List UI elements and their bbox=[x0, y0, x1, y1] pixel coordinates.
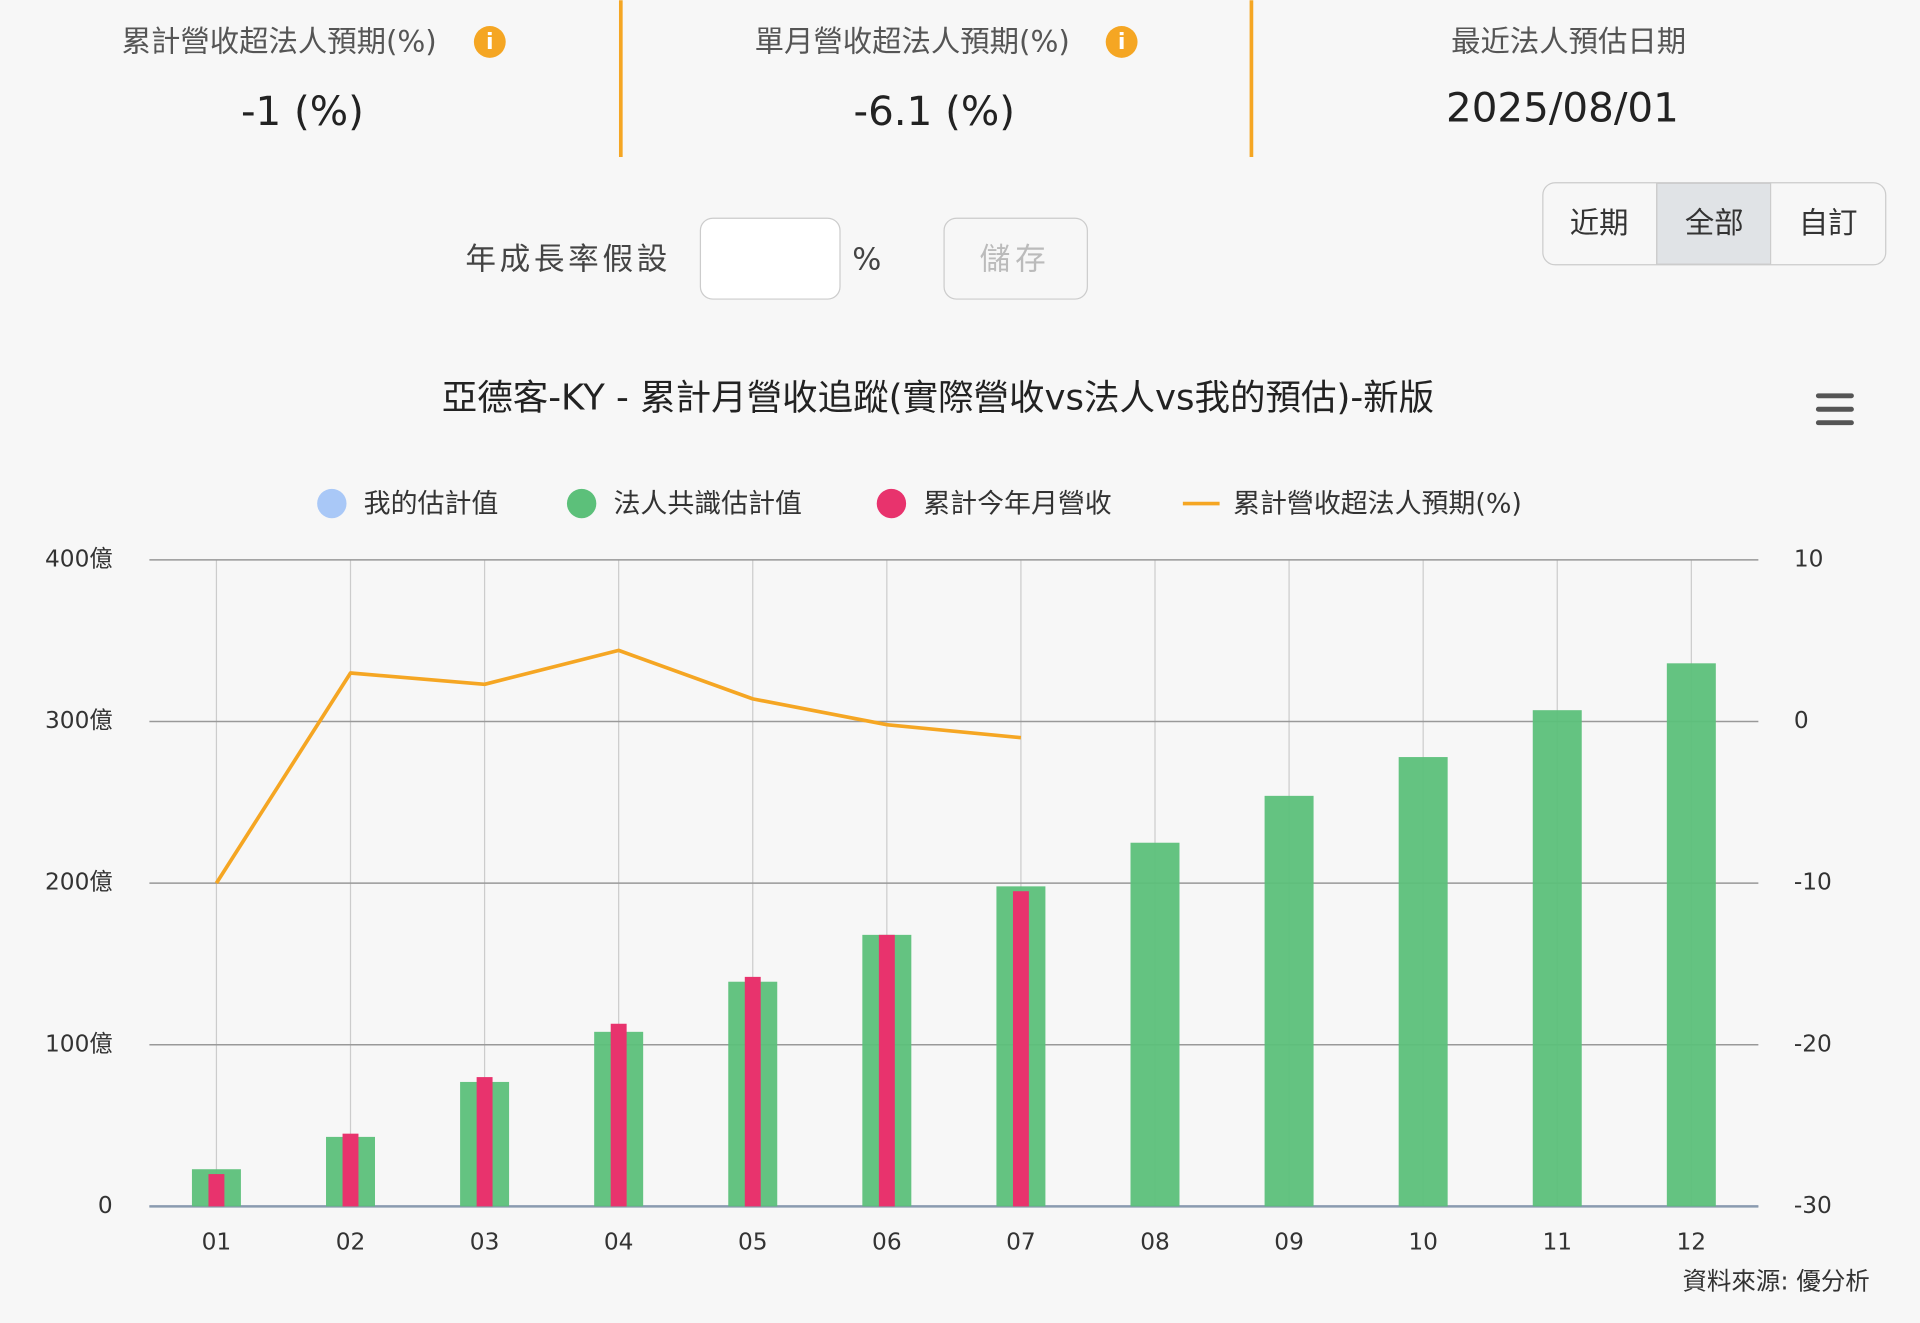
range-button[interactable]: 近期 bbox=[1570, 206, 1629, 240]
menu-icon[interactable] bbox=[1815, 393, 1854, 426]
legend-label: 我的估計值 bbox=[364, 488, 499, 519]
x-tick-label: 06 bbox=[872, 1229, 902, 1256]
kpi-label: 累計營收超法人預期(%) bbox=[122, 25, 437, 59]
kpi-value: -6.1 (%) bbox=[854, 87, 1016, 135]
x-tick-label: 11 bbox=[1542, 1229, 1572, 1256]
bar bbox=[1532, 710, 1582, 1207]
x-tick-label: 03 bbox=[470, 1229, 500, 1256]
legend-label: 法人共識估計值 bbox=[613, 488, 801, 519]
bar bbox=[878, 934, 895, 1207]
y2-tick-label: -10 bbox=[1794, 869, 1832, 896]
legend-label: 累計今年月營收 bbox=[923, 488, 1111, 519]
y2-tick-label: 0 bbox=[1794, 707, 1809, 734]
y2-tick-label: -30 bbox=[1794, 1192, 1832, 1219]
y-tick-label: 400億 bbox=[45, 545, 113, 572]
x-tick-label: 01 bbox=[202, 1229, 232, 1256]
kpi-label: 單月營收超法人預期(%) bbox=[755, 25, 1070, 59]
form-label: 年成長率假設 bbox=[465, 243, 671, 278]
x-tick-label: 02 bbox=[336, 1229, 366, 1256]
legend-marker bbox=[566, 488, 597, 519]
save-label: 儲存 bbox=[980, 243, 1051, 278]
chart-title: 亞德客-KY - 累計月營收追蹤(實際營收vs法人vs我的預估)-新版 bbox=[442, 377, 1434, 418]
bar bbox=[1264, 795, 1314, 1207]
svg-text:i: i bbox=[486, 30, 494, 55]
bar bbox=[744, 976, 761, 1207]
bar bbox=[1012, 891, 1029, 1207]
y-tick-label: 0 bbox=[98, 1192, 113, 1219]
x-tick-label: 07 bbox=[1006, 1229, 1036, 1256]
x-tick-label: 08 bbox=[1140, 1229, 1170, 1256]
source: 資料來源: 優分析 bbox=[1682, 1266, 1869, 1295]
y2-tick-label: -20 bbox=[1794, 1030, 1832, 1057]
line bbox=[214, 648, 1022, 885]
y-tick-label: 100億 bbox=[45, 1030, 113, 1057]
info-icon[interactable]: i bbox=[473, 25, 506, 58]
save-button[interactable] bbox=[943, 217, 1088, 300]
x-tick-label: 12 bbox=[1677, 1229, 1707, 1256]
bar bbox=[1130, 842, 1180, 1207]
legend-marker bbox=[876, 488, 907, 519]
bar bbox=[342, 1133, 359, 1207]
x-tick-label: 10 bbox=[1408, 1229, 1438, 1256]
svg-text:i: i bbox=[1118, 30, 1126, 55]
kpi-label: 最近法人預估日期 bbox=[1451, 25, 1686, 59]
range-button-active[interactable] bbox=[1656, 182, 1772, 265]
bar bbox=[1398, 757, 1448, 1207]
x-tick-label: 05 bbox=[738, 1229, 768, 1256]
range-button[interactable]: 全部 bbox=[1685, 206, 1744, 240]
bar bbox=[1666, 663, 1716, 1207]
x-tick-label: 04 bbox=[604, 1229, 634, 1256]
plot: 01 02 03 04 05 06 07 08 09 10 11 12 0 100億 200億 300億 400… bbox=[45, 488, 1832, 1255]
growth-input[interactable] bbox=[699, 217, 841, 300]
x-tick-label: 09 bbox=[1274, 1229, 1304, 1256]
legend-marker bbox=[317, 488, 347, 519]
bar bbox=[610, 1023, 627, 1207]
y-tick-label: 200億 bbox=[45, 869, 113, 896]
range-button[interactable]: 自訂 bbox=[1799, 206, 1858, 240]
unit: % bbox=[852, 243, 881, 278]
legend-label: 累計營收超法人預期(%) bbox=[1233, 488, 1522, 519]
kpi-value: 2025/08/01 bbox=[1446, 83, 1679, 131]
kpi-value: -1 (%) bbox=[241, 87, 364, 135]
info-icon[interactable]: i bbox=[1105, 25, 1138, 58]
y2-tick-label: 10 bbox=[1794, 545, 1824, 572]
y-tick-label: 300億 bbox=[45, 707, 113, 734]
bar bbox=[476, 1077, 493, 1207]
bar bbox=[208, 1174, 225, 1207]
